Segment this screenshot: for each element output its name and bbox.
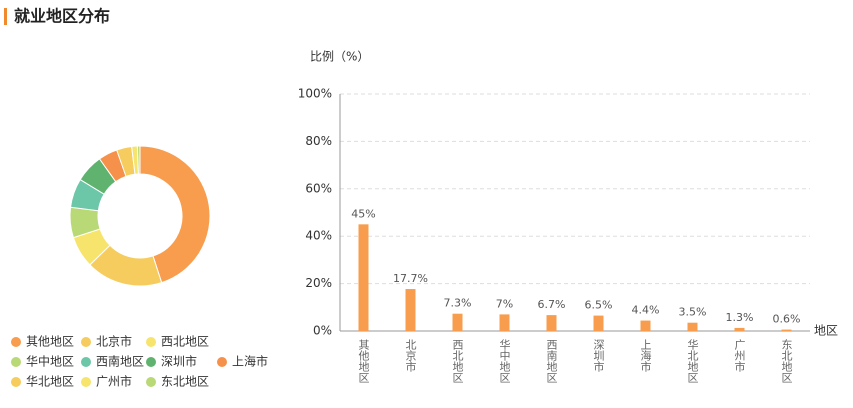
page-title: 就业地区分布 bbox=[14, 7, 110, 26]
value-label: 0.6% bbox=[773, 313, 801, 326]
value-label: 6.5% bbox=[585, 299, 613, 312]
value-label: 7.3% bbox=[444, 297, 472, 310]
value-label: 4.4% bbox=[632, 304, 660, 317]
x-tick-label: 东北地区 bbox=[780, 339, 793, 383]
legend-swatch bbox=[146, 337, 156, 347]
y-tick-label: 0% bbox=[313, 324, 332, 338]
bar bbox=[640, 320, 651, 331]
legend-label: 华北地区 bbox=[26, 375, 74, 389]
legend-swatch bbox=[11, 337, 21, 347]
y-tick-label: 20% bbox=[305, 276, 332, 290]
bar bbox=[499, 314, 510, 331]
y-axis-title: 比例（%） bbox=[310, 50, 369, 64]
legend-label: 东北地区 bbox=[161, 375, 209, 389]
bar bbox=[358, 224, 369, 331]
x-tick-label: 华北地区 bbox=[686, 338, 699, 383]
legend-swatch bbox=[146, 357, 156, 367]
legend-swatch bbox=[81, 357, 91, 367]
bar bbox=[781, 329, 792, 331]
legend-label: 华中地区 bbox=[26, 354, 74, 369]
legend-label: 上海市 bbox=[232, 354, 268, 369]
legend-swatch bbox=[217, 357, 227, 367]
y-tick-label: 40% bbox=[305, 229, 332, 243]
x-tick-label: 深圳市 bbox=[592, 339, 605, 373]
y-tick-label: 100% bbox=[298, 87, 332, 101]
value-label: 17.7% bbox=[393, 272, 428, 285]
value-label: 1.3% bbox=[726, 311, 754, 324]
legend-label: 广州市 bbox=[96, 374, 132, 389]
value-label: 7% bbox=[496, 297, 513, 310]
x-tick-label: 其他地区 bbox=[357, 339, 370, 383]
x-tick-label: 西南地区 bbox=[545, 339, 558, 383]
bar bbox=[405, 289, 416, 331]
legend-swatch bbox=[81, 377, 91, 387]
x-tick-label: 华中地区 bbox=[498, 338, 511, 383]
x-tick-label: 北京市 bbox=[404, 339, 417, 373]
value-label: 6.7% bbox=[538, 298, 566, 311]
bar bbox=[687, 322, 698, 331]
legend-label: 其他地区 bbox=[26, 335, 74, 349]
legend-label: 深圳市 bbox=[161, 354, 197, 369]
value-label: 3.5% bbox=[679, 306, 707, 319]
legend-label: 西南地区 bbox=[96, 354, 144, 369]
legend-swatch bbox=[81, 337, 91, 347]
bar bbox=[546, 315, 557, 331]
bar bbox=[452, 313, 463, 331]
donut-slice bbox=[139, 145, 211, 284]
legend-swatch bbox=[11, 357, 21, 367]
y-tick-label: 60% bbox=[305, 181, 332, 195]
y-tick-label: 80% bbox=[305, 134, 332, 148]
value-label: 45% bbox=[351, 207, 375, 220]
x-axis-title: 地区 bbox=[814, 324, 838, 338]
x-tick-label: 上海市 bbox=[639, 339, 652, 373]
x-tick-label: 西北地区 bbox=[451, 339, 464, 383]
bar bbox=[734, 327, 745, 331]
bar bbox=[593, 315, 604, 331]
x-tick-label: 广州市 bbox=[733, 339, 746, 373]
title-accent bbox=[4, 8, 7, 25]
legend-swatch bbox=[146, 377, 156, 387]
legend-label: 西北地区 bbox=[161, 335, 209, 349]
donut-slice bbox=[136, 145, 141, 175]
legend-label: 北京市 bbox=[96, 334, 132, 349]
legend-swatch bbox=[11, 377, 21, 387]
